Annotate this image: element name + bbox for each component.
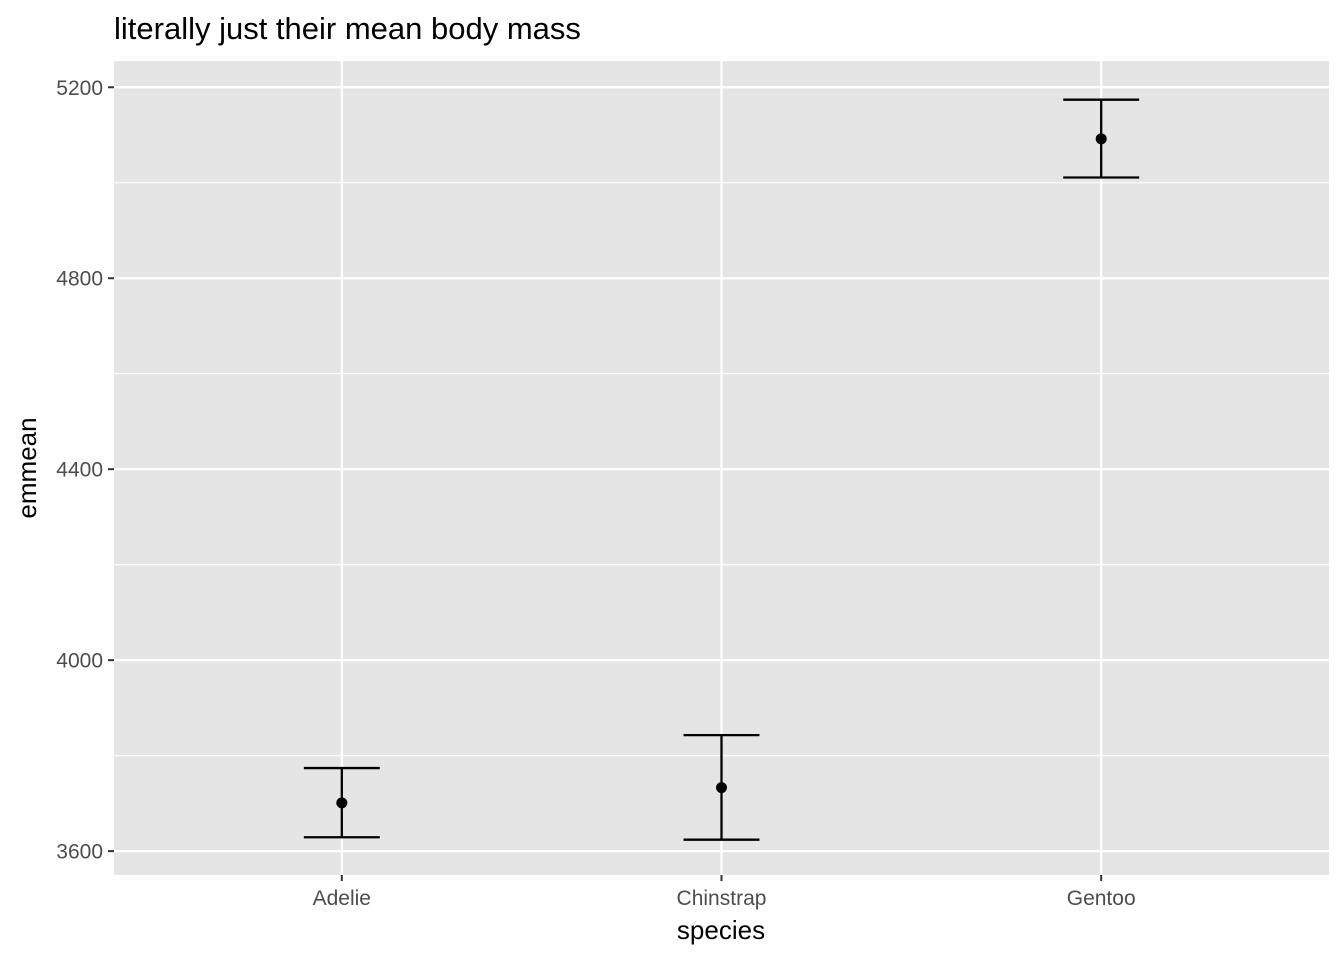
y-axis: 3600 4000 4400 4800 5200 bbox=[56, 77, 114, 864]
y-axis-title: emmean bbox=[12, 417, 42, 518]
y-tick-label: 5200 bbox=[56, 77, 103, 100]
point-adelie bbox=[336, 797, 348, 809]
y-tick-label: 4800 bbox=[56, 268, 103, 291]
y-tick-label: 4000 bbox=[56, 650, 103, 673]
x-tick-label-chinstrap: Chinstrap bbox=[677, 887, 767, 910]
chart-title: literally just their mean body mass bbox=[114, 11, 581, 46]
y-tick-label: 3600 bbox=[56, 841, 103, 864]
point-chinstrap bbox=[716, 782, 727, 794]
x-tick-label-gentoo: Gentoo bbox=[1067, 887, 1136, 910]
x-axis-title: species bbox=[677, 915, 765, 945]
y-tick-label: 4400 bbox=[56, 459, 103, 482]
data-marks bbox=[303, 98, 1140, 841]
x-axis: Adelie Chinstrap Gentoo bbox=[313, 875, 1136, 910]
point-gentoo bbox=[1095, 133, 1107, 145]
x-tick-label-adelie: Adelie bbox=[313, 887, 371, 910]
